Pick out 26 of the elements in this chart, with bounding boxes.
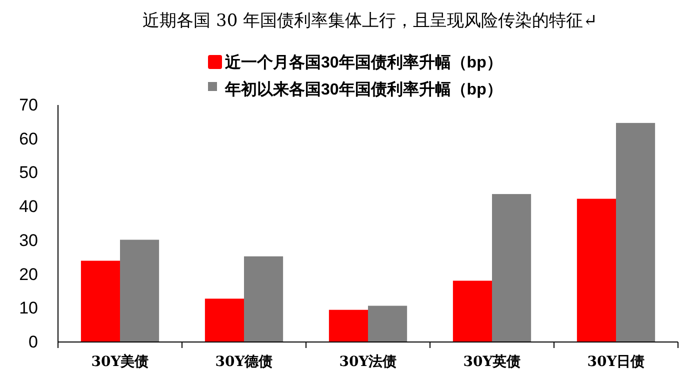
x-tick-label: 30Y德债: [215, 354, 273, 370]
bar: [576, 198, 616, 342]
y-tick-label: 40: [19, 197, 38, 216]
y-tick-label: 10: [19, 298, 38, 318]
y-tick-label: 20: [19, 264, 38, 284]
legend-label: 年初以来各国30年国债利率升幅（bp）: [224, 80, 502, 99]
bar: [452, 280, 492, 342]
x-tick-label: 30Y法债: [339, 354, 397, 370]
bar: [492, 194, 532, 342]
legend-label: 近一个月各国30年国债利率升幅（bp）: [224, 52, 502, 72]
x-tick-label: 30Y英债: [463, 354, 521, 370]
y-tick-label: 0: [28, 332, 38, 352]
x-tick-label: 30Y日债: [587, 354, 645, 370]
x-tick-label: 30Y美债: [91, 353, 149, 370]
bar: [244, 256, 284, 342]
bar: [368, 306, 408, 342]
bar: [80, 260, 120, 342]
bar: [204, 298, 244, 342]
y-tick-label: 30: [19, 230, 38, 250]
bar: [328, 310, 368, 342]
bar: [616, 122, 656, 342]
bar: [120, 240, 160, 342]
y-tick-label: 70: [19, 96, 38, 114]
y-tick-label: 60: [19, 129, 38, 148]
y-tick-label: 50: [19, 163, 38, 182]
chart-title: 近期各国 30 年国债利率集体上行，且呈现风险传染的特征↵: [142, 11, 598, 31]
